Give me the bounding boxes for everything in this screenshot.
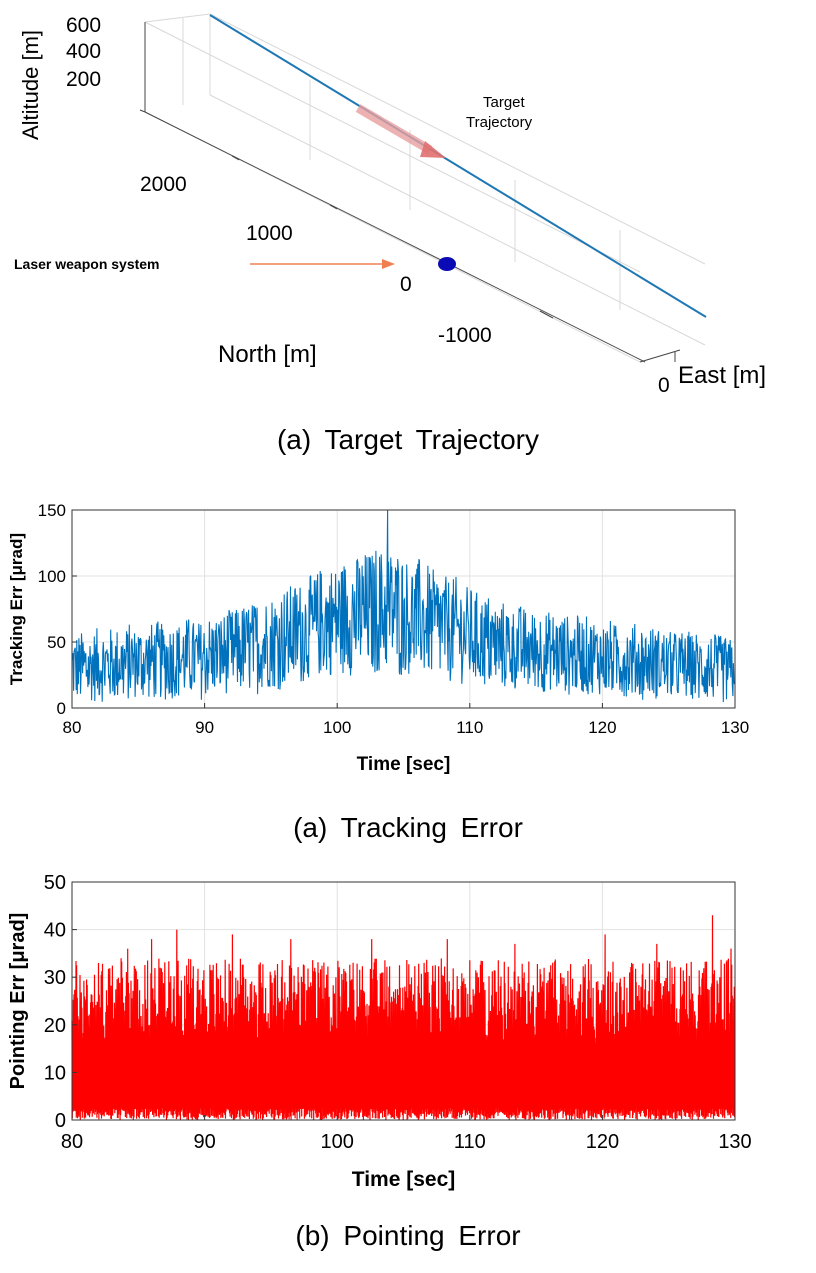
laser-weapon-marker xyxy=(438,257,456,271)
tracking-error-chart: 80 90 100 110 120 130 0 50 100 150 Time [sec] Track… xyxy=(7,501,749,775)
tracking-caption: (a) Tracking Error xyxy=(293,812,523,843)
x-tick-label: 80 xyxy=(63,718,82,737)
north-tick-label: 0 xyxy=(400,273,412,296)
y-tick-label: 0 xyxy=(57,699,66,718)
x-tick-label: 90 xyxy=(193,1131,215,1153)
y-tick-label: 20 xyxy=(44,1015,66,1037)
z-tick-label: 400 xyxy=(66,40,101,63)
target-trajectory-annotation: Target Trajectory xyxy=(466,94,533,131)
laser-weapon-annotation: Laser weapon system xyxy=(14,256,160,272)
z-tick-label: 200 xyxy=(66,68,101,91)
laser-weapon-arrowhead xyxy=(382,259,395,269)
tracking-panel: 80 90 100 110 120 130 0 50 100 150 Time [sec] Track… xyxy=(0,490,816,780)
trajectory-direction-arrow xyxy=(355,104,446,158)
x-tick-label: 120 xyxy=(586,1131,619,1153)
y-tick-label: 50 xyxy=(44,872,66,894)
east-axis-label: East [m] xyxy=(678,362,766,389)
pointing-error-series xyxy=(71,915,736,1121)
x-tick-label: 90 xyxy=(195,718,214,737)
x-tick-label: 110 xyxy=(456,718,483,737)
z-axis-label: Altitude [m] xyxy=(18,30,43,140)
x-axis-label: Time [sec] xyxy=(357,754,451,775)
x-tick-label: 120 xyxy=(588,718,616,737)
y-tick-label: 40 xyxy=(44,920,66,942)
y-tick-label: 50 xyxy=(47,633,66,652)
x-tick-label: 130 xyxy=(718,1131,751,1153)
y-axis-label: Pointing Err [μrad] xyxy=(7,913,29,1090)
north-axis-label: North [m] xyxy=(218,341,317,368)
north-tick-label: 1000 xyxy=(246,222,293,245)
annotation-line-2: Trajectory xyxy=(466,114,533,131)
y-axis-label: Tracking Err [μrad] xyxy=(7,533,26,685)
east-tick-label: -1000 xyxy=(438,324,492,347)
trajectory-3d-plot: 600 400 200 Altitude [m] 2000 1000 0 Nor… xyxy=(14,13,766,397)
axes-box xyxy=(71,881,736,1121)
annotation-line-1: Target xyxy=(483,94,526,111)
y-tick-label: 10 xyxy=(44,1062,66,1084)
pointing-caption: (b) Pointing Error xyxy=(295,1220,521,1251)
y-tick-label: 0 xyxy=(55,1110,66,1132)
trajectory-caption: (a) Target Trajectory xyxy=(276,424,540,455)
north-tick-label: 2000 xyxy=(140,173,187,196)
x-axis-label: Time [sec] xyxy=(352,1168,456,1191)
y-tick-label: 30 xyxy=(44,967,66,989)
trajectory-axes xyxy=(139,22,681,363)
y-tick-label: 100 xyxy=(38,567,66,586)
x-tick-label: 130 xyxy=(721,718,749,737)
y-tick-label: 150 xyxy=(38,501,66,520)
trajectory-grid xyxy=(144,13,706,363)
pointing-panel: 80 90 100 110 120 130 0 10 20 30 40 50 Time [sec] Poi… xyxy=(0,868,816,1198)
east-tick-label: 0 xyxy=(658,374,670,397)
x-tick-label: 100 xyxy=(321,1131,354,1153)
x-tick-label: 80 xyxy=(61,1131,83,1153)
axes-box xyxy=(71,509,736,709)
target-trajectory-line xyxy=(209,14,707,318)
x-tick-label: 110 xyxy=(454,1131,486,1153)
x-tick-label: 100 xyxy=(323,718,351,737)
tracking-error-series xyxy=(71,509,736,703)
z-tick-label: 600 xyxy=(66,14,101,37)
pointing-error-chart: 80 90 100 110 120 130 0 10 20 30 40 50 Time [sec] Poi… xyxy=(7,872,752,1191)
trajectory-panel: 600 400 200 Altitude [m] 2000 1000 0 Nor… xyxy=(0,0,816,420)
